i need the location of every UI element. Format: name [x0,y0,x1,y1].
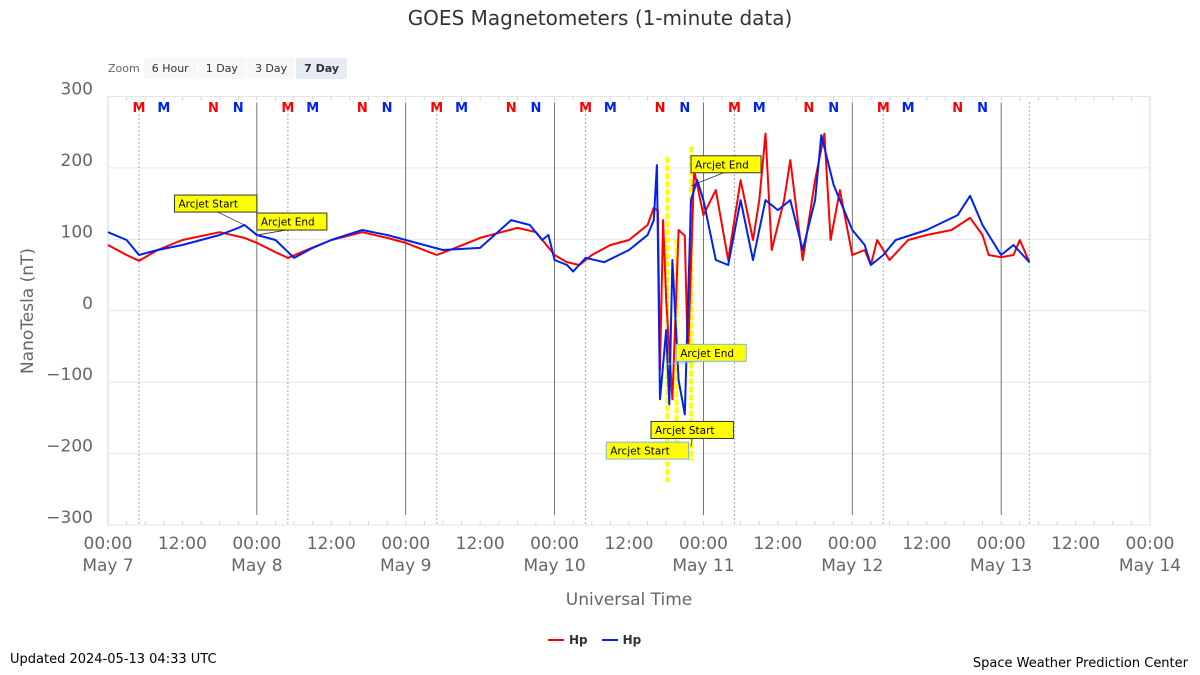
x-axis-label: Universal Time [566,590,692,610]
marker-n: N [977,101,988,116]
legend-item-blue[interactable]: Hp [601,633,642,647]
zoom-label: Zoom [108,62,140,75]
y-tick-label: 0 [82,294,93,314]
annotation-label: Arcjet Start [178,199,238,211]
marker-m: M [604,101,617,116]
x-tick-label: 12:00 [307,534,356,554]
x-tick-label: 00:00 [84,534,133,554]
marker-n: N [531,101,542,116]
y-tick-label: −300 [46,508,93,528]
y-tick-label: 300 [61,80,93,100]
x-tick-date: May 13 [970,556,1032,576]
x-tick-label: 12:00 [753,534,802,554]
annotation-label: Arcjet Start [655,425,715,437]
annotation-label: Arcjet End [680,348,734,360]
zoom-bar: Zoom 6 Hour 1 Day 3 Day 7 Day [108,58,348,79]
x-tick-label: 00:00 [1126,534,1175,554]
marker-n: N [828,101,839,116]
y-tick-label: −100 [46,365,93,385]
legend-swatch-blue [601,639,618,641]
marker-m: M [877,101,890,116]
credit: Space Weather Prediction Center [972,656,1188,671]
x-tick-label: 00:00 [530,534,579,554]
x-tick-label: 00:00 [828,534,877,554]
annotation-box [256,212,328,231]
marker-m: M [133,101,146,116]
series-line-blue [107,134,1031,416]
marker-m: M [902,101,915,116]
legend-swatch-red [548,639,564,641]
updated-timestamp: Updated 2024-05-13 04:33 UTC [10,652,217,667]
marker-m: M [455,101,468,116]
marker-m: M [579,101,592,116]
x-tick-date: May 14 [1119,556,1181,576]
zoom-7-day-button[interactable]: 7 Day [296,58,348,79]
x-tick-date: May 10 [523,556,585,576]
annotation-label: Arcjet Start [610,446,670,458]
marker-n: N [357,101,368,116]
zoom-6-hour-button[interactable]: 6 Hour [143,58,197,79]
y-tick-label: −200 [46,437,93,457]
x-tick-date: May 12 [821,556,883,576]
marker-m: M [281,101,294,116]
legend-label: Hp [622,633,642,647]
marker-m: M [753,101,766,116]
y-tick-label: 200 [61,151,93,171]
marker-n: N [655,101,666,116]
y-axis-label: NanoTesla (nT) [18,248,38,374]
annotation-box [173,194,258,213]
y-tick-label: 100 [61,222,93,242]
zoom-3-day-button[interactable]: 3 Day [246,58,296,79]
marker-n: N [952,101,963,116]
annotation-connector [690,171,727,187]
annotation-label: Arcjet End [261,217,315,229]
annotation-box [675,343,747,362]
x-tick-date: May 7 [82,556,133,576]
annotation-connector [215,210,245,226]
annotation-box [650,420,734,439]
x-tick-label: 00:00 [232,534,281,554]
marker-n: N [679,101,690,116]
x-tick-label: 12:00 [605,534,654,554]
x-tick-label: 12:00 [158,534,207,554]
zoom-1-day-button[interactable]: 1 Day [197,58,246,79]
x-tick-label: 12:00 [456,534,505,554]
marker-n: N [803,101,814,116]
x-tick-label: 12:00 [1051,534,1100,554]
annotation-box [690,155,762,174]
marker-m: M [430,101,443,116]
legend: Hp Hp [548,633,655,647]
marker-m: M [728,101,741,116]
chart-title: GOES Magnetometers (1-minute data) [407,6,793,30]
x-tick-label: 00:00 [381,534,430,554]
annotation-box [605,441,690,460]
marker-n: N [506,101,517,116]
x-tick-label: 00:00 [977,534,1026,554]
x-tick-label: 00:00 [679,534,728,554]
x-tick-date: May 11 [672,556,734,576]
x-tick-date: May 9 [380,556,431,576]
marker-m: M [306,101,319,116]
x-tick-label: 12:00 [902,534,951,554]
marker-n: N [233,101,244,116]
legend-label: Hp [569,633,588,647]
marker-n: N [208,101,219,116]
marker-n: N [382,101,393,116]
marker-m: M [157,101,170,116]
annotation-label: Arcjet End [695,159,749,171]
x-tick-date: May 8 [231,556,282,576]
legend-item-red[interactable]: Hp [548,633,588,647]
